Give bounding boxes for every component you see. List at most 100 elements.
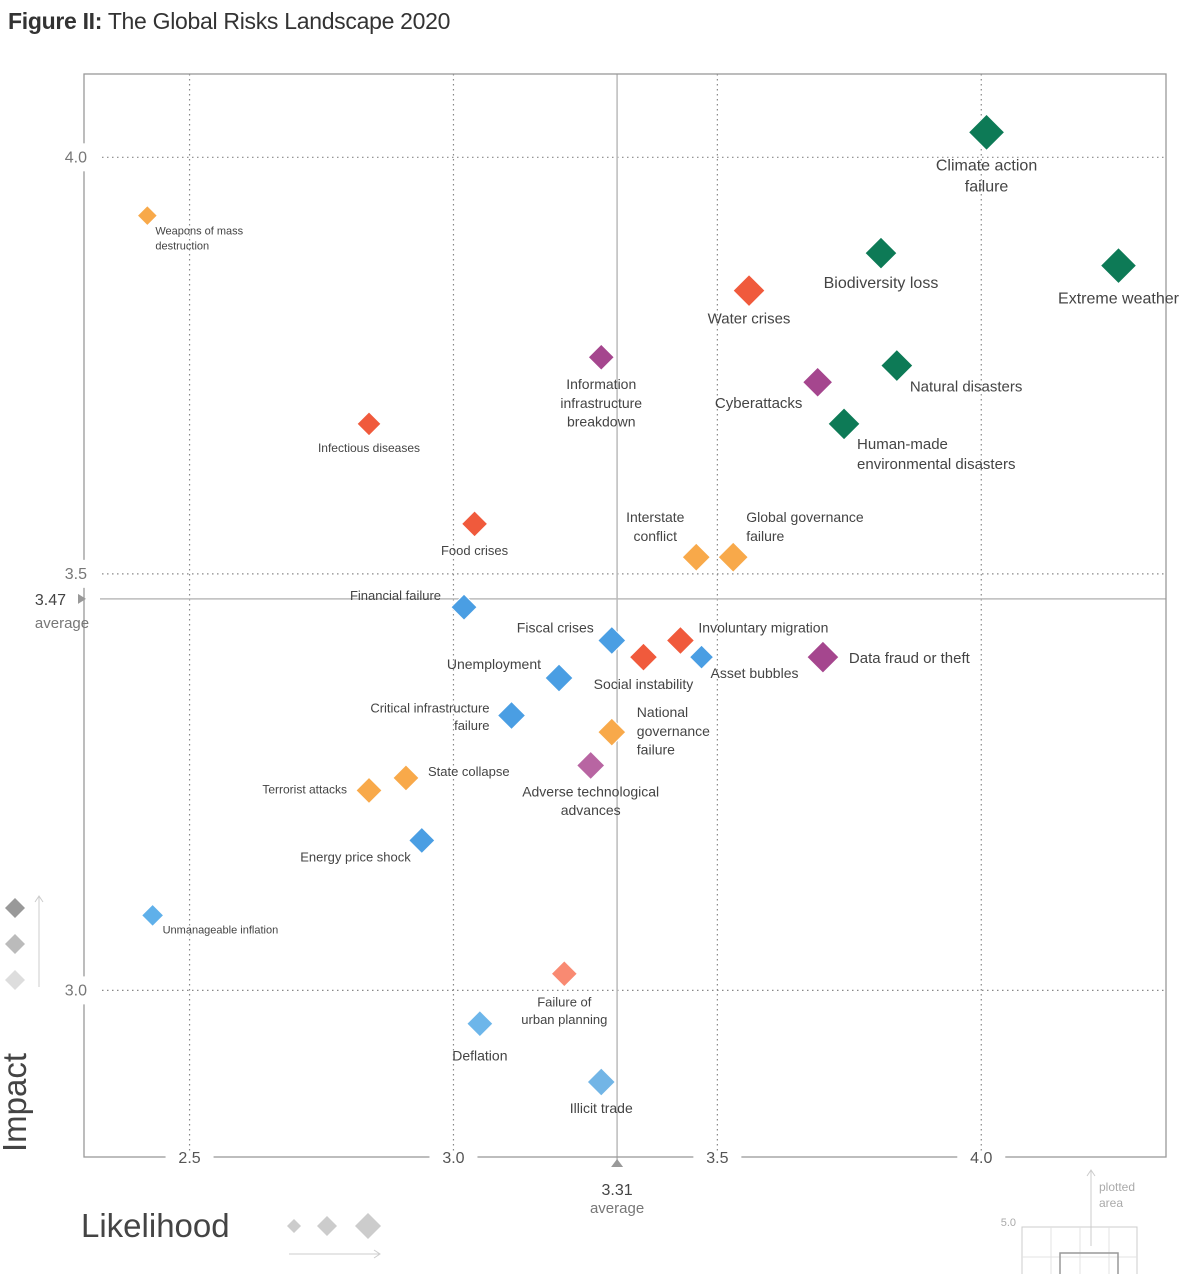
risk-point <box>496 700 527 731</box>
risk-label: Biodiversity loss <box>824 275 939 292</box>
x-tick-label: 3.0 <box>442 1150 464 1167</box>
risk-label: Financial failure <box>350 588 441 603</box>
risk-point <box>597 625 627 656</box>
tick-gap <box>957 1153 1006 1161</box>
risk-label: Energy price shock <box>300 849 411 864</box>
risk-label: failure <box>637 741 675 757</box>
x-tick-label: 2.5 <box>178 1150 200 1167</box>
risk-label: Interstate <box>626 509 685 525</box>
x-average-marker <box>611 1159 624 1167</box>
risk-point <box>688 644 715 670</box>
risk-label: Adverse technological <box>522 783 659 799</box>
x-axis-title: Likelihood <box>81 1207 230 1244</box>
risk-point <box>550 960 579 988</box>
y-average-caption: average <box>35 615 89 632</box>
plot-frame <box>83 73 1167 1158</box>
impact-scale-diamond-icon <box>5 898 25 918</box>
risk-point <box>665 625 696 656</box>
risk-label: urban planning <box>521 1012 607 1027</box>
risk-label: Human-made <box>857 436 948 453</box>
inset-plotted-area <box>1059 1252 1119 1274</box>
data-points <box>136 113 1138 1097</box>
risk-point <box>466 1010 494 1038</box>
risk-point <box>827 407 861 441</box>
risk-point <box>967 113 1006 152</box>
legend: 5.0 plotted area <box>5 895 1138 1274</box>
risk-point <box>355 776 383 805</box>
y-tick-label: 3.5 <box>65 566 87 583</box>
risk-point <box>460 510 489 538</box>
risk-label: Climate action <box>936 157 1037 174</box>
tick-gap <box>80 976 88 1005</box>
risk-label: Water crises <box>708 311 791 328</box>
x-average-caption: average <box>590 1200 644 1217</box>
inset-caption: plotted <box>1099 1180 1135 1194</box>
risk-point <box>140 903 165 928</box>
risk-label: Information <box>566 376 636 392</box>
x-tick-label: 3.5 <box>706 1150 728 1167</box>
risk-label: Social instability <box>594 676 694 692</box>
risk-label: Weapons of mass <box>155 226 243 238</box>
figure-title: Figure II: The Global Risks Landscape 20… <box>8 8 450 35</box>
risk-label: failure <box>965 179 1009 196</box>
risk-label: Cyberattacks <box>715 395 803 412</box>
risk-point <box>587 343 615 371</box>
x-tick-label: 4.0 <box>970 1150 992 1167</box>
tick-gap <box>80 143 88 172</box>
tick-gap <box>165 1153 214 1161</box>
risk-point <box>450 593 478 621</box>
tick-gap <box>693 1153 742 1161</box>
risk-label: breakdown <box>567 413 636 429</box>
axes: 2.5 3.0 3.5 4.03.03.54.03.31average3.47aver… <box>0 73 1167 1244</box>
impact-scale-diamond-icon <box>5 970 25 990</box>
risk-point <box>586 1067 616 1097</box>
risk-label: Infectious diseases <box>318 441 420 455</box>
risk-point <box>356 411 382 437</box>
impact-arrow-icon <box>34 895 44 987</box>
risk-point <box>681 542 711 572</box>
risk-label: conflict <box>633 528 677 544</box>
likelihood-scale-diamond-icon <box>355 1213 381 1239</box>
risk-point <box>880 348 914 383</box>
risk-label: environmental disasters <box>857 456 1015 473</box>
y-tick-label: 4.0 <box>65 149 87 166</box>
risk-point <box>544 663 574 693</box>
y-axis-title: Impact <box>0 1053 33 1152</box>
y-tick-label: 3.0 <box>65 982 87 999</box>
risk-label: Asset bubbles <box>711 665 799 681</box>
tick-gap <box>429 1153 478 1161</box>
risk-label: Food crises <box>441 543 509 558</box>
risk-label: Involuntary migration <box>698 619 828 635</box>
y-average-marker <box>78 593 86 604</box>
risk-label: governance <box>637 723 710 739</box>
likelihood-scale-diamond-icon <box>287 1219 301 1233</box>
risk-label: State collapse <box>428 764 510 779</box>
figure-title-text: The Global Risks Landscape 2020 <box>107 8 451 34</box>
risk-label: Fiscal crises <box>517 619 594 635</box>
risk-label: Natural disasters <box>910 379 1023 396</box>
risk-label: Critical infrastructure <box>370 700 489 715</box>
risk-label: Illicit trade <box>570 1100 633 1116</box>
impact-scale-diamond-icon <box>5 934 25 954</box>
risk-point <box>597 717 627 747</box>
risk-label: Deflation <box>452 1048 507 1064</box>
figure-title-prefix: Figure II: <box>8 8 103 34</box>
risk-label: Extreme weather <box>1058 291 1180 308</box>
risk-label: failure <box>454 718 489 733</box>
risk-point <box>806 640 840 674</box>
risk-label: failure <box>746 528 784 544</box>
inset-arrow-icon <box>1086 1169 1096 1246</box>
x-average-value: 3.31 <box>602 1182 633 1199</box>
risk-label: Unmanageable inflation <box>163 924 279 936</box>
inset-tick: 5.0 <box>1001 1217 1016 1229</box>
risk-point <box>1099 246 1138 285</box>
risk-point <box>628 642 659 672</box>
likelihood-arrow-icon <box>289 1249 381 1259</box>
grid <box>100 74 1166 1162</box>
risk-label: Global governance <box>746 509 864 525</box>
data-labels: Climate action failure Biodiversity loss Ex… <box>155 157 1179 1116</box>
risk-point <box>392 764 420 792</box>
risk-label: Data fraud or theft <box>849 650 971 667</box>
risk-label: destruction <box>155 240 209 252</box>
